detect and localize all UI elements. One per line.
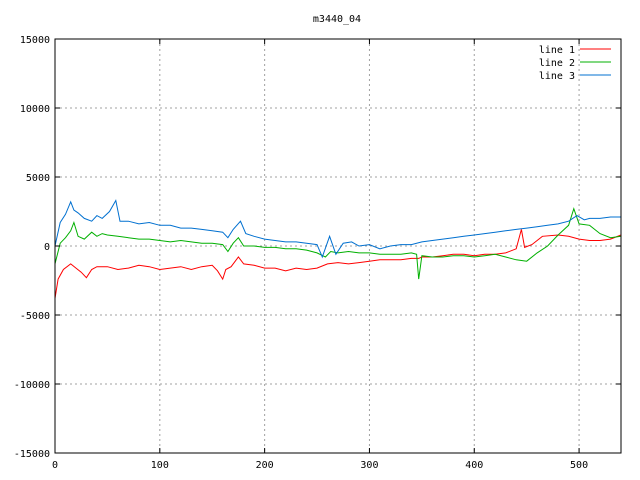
- axis-ticks: 0 100 200 300 400 500 -15000 -10000 -5000 0 5000 10…: [14, 35, 621, 471]
- x-tick-label: 400: [465, 460, 483, 471]
- y-tick-label: -5000: [20, 311, 50, 322]
- grid-lines: [55, 39, 621, 453]
- x-tick-label: 300: [360, 460, 378, 471]
- legend-label-1: line 1: [539, 45, 575, 56]
- x-tick-label: 200: [256, 460, 274, 471]
- x-tick-label: 0: [52, 460, 58, 471]
- chart-title: m3440_04: [313, 14, 361, 25]
- y-tick-label: 0: [44, 242, 50, 253]
- legend-label-3: line 3: [539, 71, 575, 82]
- series-layer: [54, 199, 622, 299]
- y-tick-label: -10000: [14, 380, 50, 391]
- y-tick-label: 15000: [20, 35, 50, 46]
- x-tick-label: 100: [151, 460, 169, 471]
- series-line-3: [54, 199, 621, 259]
- legend-label-2: line 2: [539, 58, 575, 69]
- y-tick-label: 10000: [20, 104, 50, 115]
- y-tick-label: 5000: [26, 173, 50, 184]
- x-tick-label: 500: [570, 460, 588, 471]
- legend: line 1 line 2 line 3: [539, 45, 611, 82]
- series-line-1: [54, 229, 622, 299]
- y-tick-label: -15000: [14, 449, 50, 460]
- series-line-2: [54, 207, 622, 280]
